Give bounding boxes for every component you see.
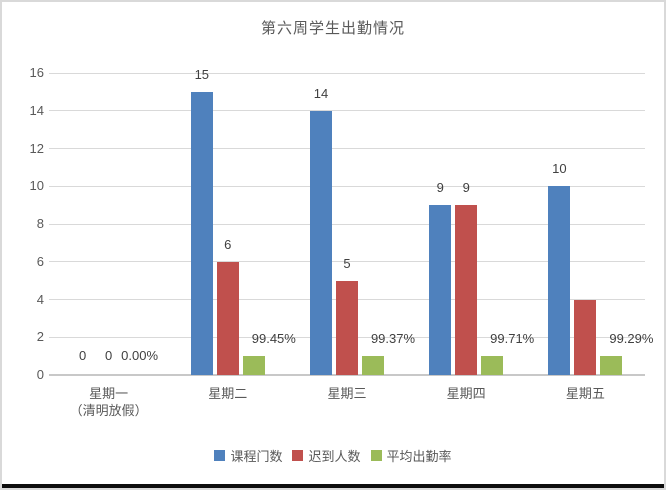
data-label: 99.45% — [251, 331, 296, 347]
bar-平均出勤率-星期五 — [600, 356, 623, 375]
x-axis-label: 星期一 （清明放假） — [44, 385, 174, 419]
chart-title: 第六周学生出勤情况 — [260, 20, 405, 37]
x-axis-label-line: 星期五 — [565, 386, 605, 401]
y-tick-label: 10 — [29, 178, 44, 194]
gridline — [49, 110, 645, 112]
x-axis-label: 星期二 — [163, 385, 293, 402]
data-label: 99.29% — [609, 331, 654, 347]
data-label: 0 — [78, 348, 87, 363]
y-tick-label: 14 — [29, 102, 44, 118]
y-tick-label: 12 — [29, 140, 44, 156]
gridline — [49, 72, 645, 74]
y-tick-label: 16 — [29, 65, 44, 80]
bar-课程门数-星期三 — [310, 110, 332, 375]
legend-label: 平均出勤率 — [386, 449, 452, 464]
x-axis-label: 星期五 — [520, 385, 650, 402]
x-axis-label: 星期四 — [401, 385, 531, 402]
bar-迟到人数-星期二 — [216, 261, 239, 375]
data-label: 99.37% — [370, 331, 416, 347]
bar-课程门数-星期二 — [190, 91, 213, 375]
x-axis-label-line: 星期二 — [208, 386, 248, 401]
legend-swatch-icon — [214, 450, 226, 461]
bar-平均出勤率-星期三 — [362, 356, 384, 375]
legend-item: 平均出勤率 — [370, 446, 452, 465]
y-tick-label: 4 — [36, 291, 44, 307]
data-label: 15 — [194, 66, 210, 82]
data-label: 5 — [343, 255, 351, 271]
bar-平均出勤率-星期二 — [242, 356, 265, 375]
gridline — [49, 148, 645, 149]
data-label: 14 — [313, 85, 329, 101]
legend: 课程门数 迟到人数 平均出勤率 — [2, 446, 664, 465]
data-label: 9 — [436, 180, 444, 196]
x-axis-label-line: 星期一 — [89, 386, 129, 401]
data-label: 6 — [224, 236, 232, 252]
x-axis-label-line: 星期三 — [327, 386, 367, 401]
data-label: 0 — [104, 348, 113, 363]
y-tick-label: 2 — [36, 329, 44, 345]
legend-label: 迟到人数 — [308, 449, 361, 464]
y-tick-label: 8 — [36, 216, 44, 231]
data-label: 0.00% — [121, 348, 159, 363]
x-axis-label: 星期三 — [282, 385, 412, 402]
legend-label: 课程门数 — [230, 449, 283, 464]
data-label: 99.71% — [490, 331, 535, 347]
bar-课程门数-星期四 — [429, 205, 452, 375]
bar-平均出勤率-星期四 — [481, 356, 504, 375]
data-label: 9 — [462, 180, 470, 196]
x-axis-label-line: 星期四 — [446, 386, 486, 401]
legend-swatch-icon — [292, 450, 304, 461]
legend-item: 课程门数 — [214, 446, 282, 465]
legend-swatch-icon — [370, 450, 382, 461]
bar-迟到人数-星期五 — [574, 299, 597, 375]
bar-迟到人数-星期四 — [455, 205, 478, 375]
gridline — [49, 185, 645, 187]
gridline — [49, 223, 645, 225]
x-axis-line — [49, 374, 645, 376]
bar-课程门数-星期五 — [548, 186, 571, 375]
x-axis-label-line: （清明放假） — [69, 403, 148, 418]
data-label: 10 — [552, 161, 567, 177]
y-tick-label: 0 — [36, 367, 44, 382]
y-tick-label: 6 — [36, 253, 44, 269]
legend-item: 迟到人数 — [292, 446, 361, 465]
gridline — [49, 261, 645, 263]
bar-迟到人数-星期三 — [336, 280, 358, 375]
window-bottom-edge — [2, 484, 664, 488]
